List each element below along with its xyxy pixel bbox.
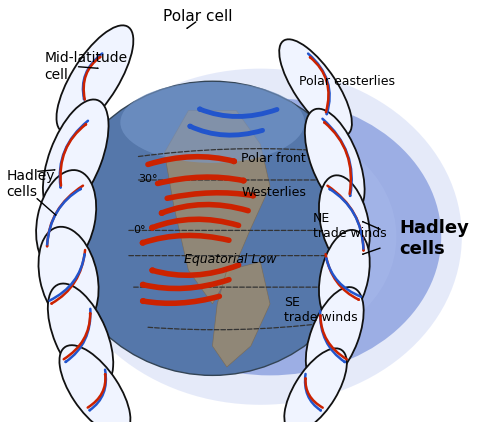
Polygon shape [164, 111, 270, 304]
Polygon shape [212, 262, 270, 367]
Ellipse shape [59, 81, 366, 375]
Text: Polar cell: Polar cell [163, 8, 233, 24]
Ellipse shape [36, 170, 96, 270]
Ellipse shape [279, 39, 352, 136]
Text: Hadley
cells: Hadley cells [400, 220, 469, 258]
Ellipse shape [305, 109, 365, 214]
Ellipse shape [285, 348, 347, 423]
Text: SE
trade winds: SE trade winds [285, 296, 358, 324]
Text: Westerlies: Westerlies [241, 186, 306, 199]
Text: Polar front: Polar front [241, 152, 306, 165]
Ellipse shape [306, 287, 364, 384]
Ellipse shape [48, 283, 113, 387]
Ellipse shape [121, 82, 305, 163]
Text: Polar easterlies: Polar easterlies [299, 75, 395, 88]
Ellipse shape [319, 230, 370, 323]
Text: Hadley
cells: Hadley cells [6, 169, 55, 199]
Text: NE
trade winds: NE trade winds [313, 212, 387, 240]
Ellipse shape [59, 69, 462, 405]
Ellipse shape [99, 98, 441, 375]
Ellipse shape [60, 345, 130, 423]
Ellipse shape [43, 99, 108, 214]
Text: Mid-latitude
cell: Mid-latitude cell [44, 52, 128, 82]
Ellipse shape [319, 175, 370, 269]
Ellipse shape [57, 25, 133, 133]
Text: 0°: 0° [133, 225, 146, 236]
Ellipse shape [39, 227, 99, 327]
Ellipse shape [124, 123, 396, 350]
Text: 30°: 30° [138, 174, 158, 184]
Text: Equatorial Low: Equatorial Low [183, 253, 276, 266]
